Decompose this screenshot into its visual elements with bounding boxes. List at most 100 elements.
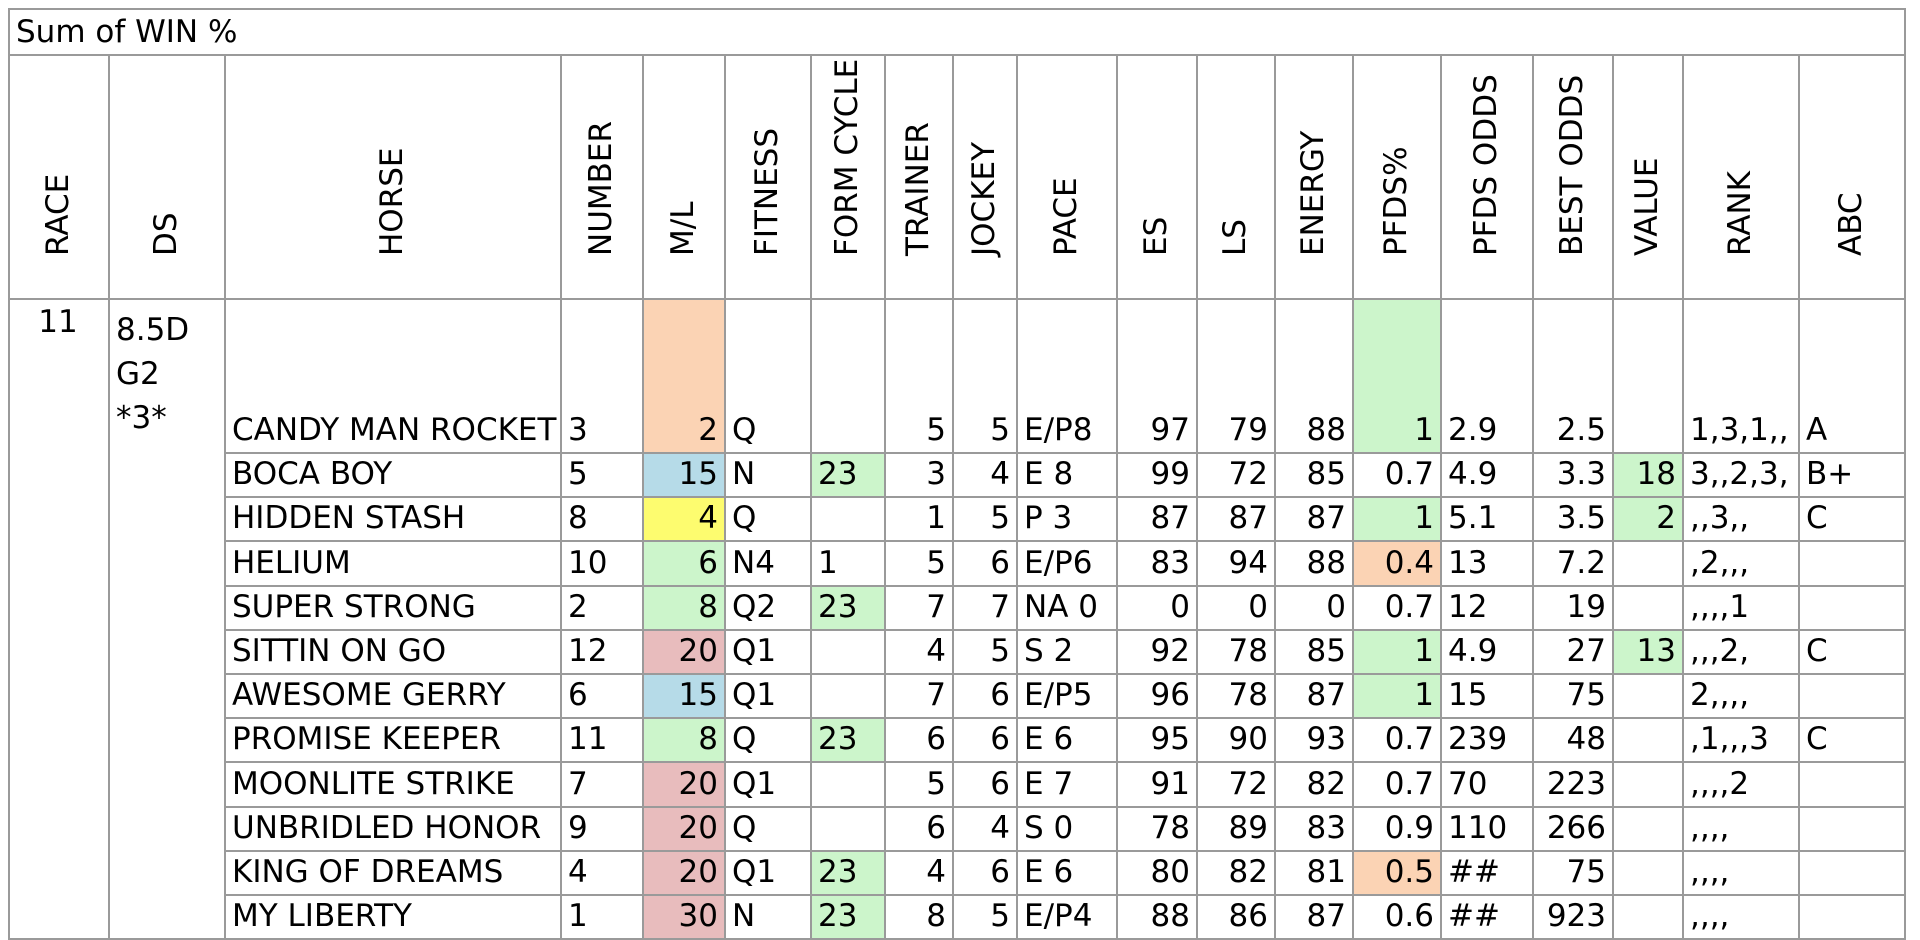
pivot-title[interactable]: Sum of WIN % (16, 14, 238, 50)
cell-pace[interactable]: S 0 (1024, 809, 1074, 846)
cell-ml[interactable]: 20 (678, 809, 718, 846)
ds-line[interactable]: 8.5D (116, 312, 190, 348)
column-header-number[interactable]: NUMBER (560, 56, 642, 298)
cell-es[interactable]: 95 (1150, 721, 1190, 758)
column-header-es[interactable]: ES (1116, 56, 1196, 298)
cell-abc[interactable]: C (1806, 500, 1828, 537)
cell-number[interactable]: 1 (568, 898, 588, 935)
cell-abc[interactable]: B+ (1806, 456, 1854, 493)
cell-number[interactable]: 5 (568, 456, 588, 493)
cell-form[interactable] (812, 629, 884, 673)
cell-pfds-odds[interactable]: 4.9 (1448, 456, 1498, 493)
cell-ml[interactable]: 8 (698, 588, 718, 625)
cell-value[interactable] (1614, 717, 1682, 761)
cell-trainer[interactable]: 1 (926, 500, 946, 537)
cell-form[interactable] (812, 762, 884, 806)
cell-form[interactable]: 1 (818, 544, 838, 581)
cell-energy[interactable]: 88 (1306, 412, 1346, 448)
cell-rank[interactable]: ,,,, (1690, 898, 1730, 935)
cell-es[interactable]: 99 (1150, 456, 1190, 493)
cell-form[interactable]: 23 (818, 854, 858, 890)
cell-jockey[interactable]: 5 (990, 633, 1010, 669)
cell-rank[interactable]: ,2,,, (1690, 544, 1750, 581)
cell-pace[interactable]: P 3 (1024, 500, 1073, 537)
cell-energy[interactable]: 87 (1306, 500, 1346, 537)
cell-ml[interactable]: 20 (678, 633, 718, 669)
cell-ml[interactable]: 20 (678, 854, 718, 890)
cell-abc[interactable] (1800, 541, 1904, 585)
cell-trainer[interactable]: 5 (926, 412, 946, 448)
cell-fitness[interactable]: Q1 (732, 677, 777, 714)
cell-form[interactable]: 23 (818, 898, 858, 935)
cell-number[interactable]: 4 (568, 854, 588, 890)
cell-value[interactable] (1614, 894, 1682, 938)
cell-pfds-odds[interactable]: 2.9 (1448, 412, 1498, 448)
cell-horse[interactable]: SITTIN ON GO (232, 633, 447, 669)
cell-rank[interactable]: ,,3,, (1690, 500, 1750, 537)
cell-pfds[interactable]: 1 (1414, 633, 1434, 669)
column-header-pace[interactable]: PACE (1016, 56, 1116, 298)
cell-form[interactable]: 23 (818, 456, 858, 493)
cell-rank[interactable]: ,,,2, (1690, 633, 1750, 669)
cell-pfds[interactable]: 0.6 (1384, 898, 1434, 935)
cell-horse[interactable]: KING OF DREAMS (232, 854, 504, 890)
cell-ls[interactable]: 78 (1228, 677, 1268, 714)
cell-pfds[interactable]: 0.7 (1384, 456, 1434, 493)
cell-ml[interactable]: 15 (678, 677, 718, 714)
race-number[interactable]: 11 (38, 304, 78, 340)
cell-pfds-odds[interactable]: 13 (1448, 544, 1488, 581)
cell-pfds-odds[interactable]: 70 (1448, 765, 1488, 802)
column-header-jockey[interactable]: JOCKEY (952, 56, 1016, 298)
cell-ls[interactable]: 90 (1228, 721, 1268, 758)
cell-jockey[interactable]: 4 (990, 456, 1010, 493)
cell-best-odds[interactable]: 2.5 (1556, 412, 1606, 448)
cell-best-odds[interactable]: 223 (1546, 765, 1606, 802)
cell-pace[interactable]: E/P5 (1024, 677, 1093, 714)
cell-value[interactable] (1614, 850, 1682, 894)
cell-form[interactable] (812, 408, 884, 452)
cell-pfds-odds[interactable]: 5.1 (1448, 500, 1498, 537)
cell-rank[interactable]: 1,3,1,, (1690, 412, 1789, 448)
cell-rank[interactable]: ,1,,,3 (1690, 721, 1769, 758)
cell-jockey[interactable]: 7 (990, 588, 1010, 625)
cell-pfds-odds[interactable]: 239 (1448, 721, 1508, 758)
cell-es[interactable]: 97 (1150, 412, 1190, 448)
cell-form[interactable] (812, 673, 884, 717)
cell-number[interactable]: 10 (568, 544, 608, 581)
ds-line[interactable]: *3* (116, 400, 167, 436)
cell-ml[interactable]: 6 (698, 544, 718, 581)
cell-pace[interactable]: E/P6 (1024, 544, 1093, 581)
cell-pfds[interactable]: 0.5 (1384, 854, 1434, 890)
cell-abc[interactable] (1800, 585, 1904, 629)
cell-es[interactable]: 88 (1150, 898, 1190, 935)
cell-jockey[interactable]: 4 (990, 809, 1010, 846)
cell-ls[interactable]: 82 (1228, 854, 1268, 890)
cell-best-odds[interactable]: 266 (1546, 809, 1606, 846)
cell-energy[interactable]: 0 (1326, 588, 1346, 625)
cell-energy[interactable]: 81 (1306, 854, 1346, 890)
cell-best-odds[interactable]: 3.5 (1556, 500, 1606, 537)
cell-pace[interactable]: E 8 (1024, 456, 1074, 493)
cell-pace[interactable]: S 2 (1024, 633, 1074, 669)
column-header-rank[interactable]: RANK (1682, 56, 1798, 298)
cell-horse[interactable]: BOCA BOY (232, 456, 393, 493)
cell-ml[interactable]: 15 (678, 456, 718, 493)
cell-value[interactable] (1614, 585, 1682, 629)
column-header-best-odds[interactable]: BEST ODDS (1532, 56, 1612, 298)
cell-jockey[interactable]: 5 (990, 500, 1010, 537)
cell-energy[interactable]: 93 (1306, 721, 1346, 758)
cell-value[interactable] (1614, 673, 1682, 717)
column-header-abc[interactable]: ABC (1798, 56, 1904, 298)
cell-number[interactable]: 3 (568, 412, 588, 448)
column-header-value[interactable]: VALUE (1612, 56, 1682, 298)
cell-best-odds[interactable]: 75 (1566, 677, 1606, 714)
cell-fitness[interactable]: Q1 (732, 854, 777, 890)
column-header-ls[interactable]: LS (1196, 56, 1274, 298)
cell-fitness[interactable]: Q1 (732, 633, 777, 669)
cell-pfds[interactable]: 1 (1414, 500, 1434, 537)
cell-value[interactable]: 18 (1636, 456, 1676, 493)
cell-ml[interactable]: 30 (678, 898, 718, 935)
cell-number[interactable]: 6 (568, 677, 588, 714)
cell-jockey[interactable]: 6 (990, 765, 1010, 802)
cell-es[interactable]: 80 (1150, 854, 1190, 890)
